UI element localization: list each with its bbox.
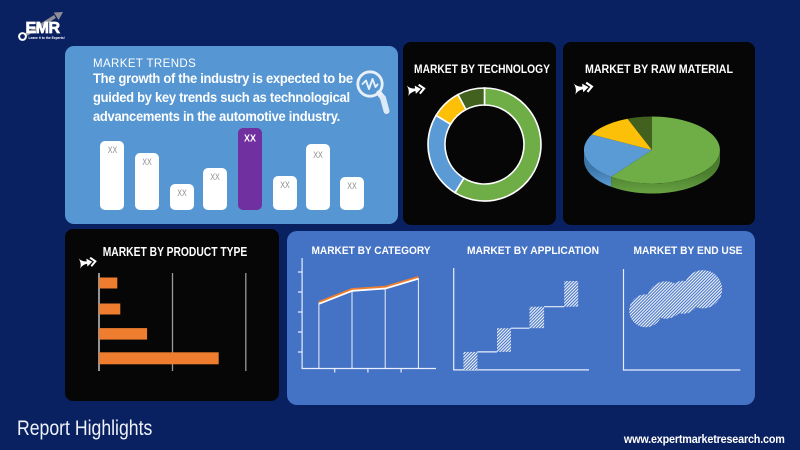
svg-text:XX: XX (210, 172, 220, 183)
svg-text:XX: XX (280, 180, 290, 191)
svg-text:XX: XX (244, 133, 256, 145)
svg-text:Leave it to the Experts!: Leave it to the Experts! (29, 36, 65, 40)
svg-text:XX: XX (313, 150, 323, 161)
svg-text:XX: XX (177, 188, 187, 199)
svg-text:EMR: EMR (26, 20, 61, 37)
svg-text:XX: XX (108, 145, 118, 156)
svg-text:XX: XX (142, 157, 152, 168)
svg-text:XX: XX (347, 181, 357, 192)
